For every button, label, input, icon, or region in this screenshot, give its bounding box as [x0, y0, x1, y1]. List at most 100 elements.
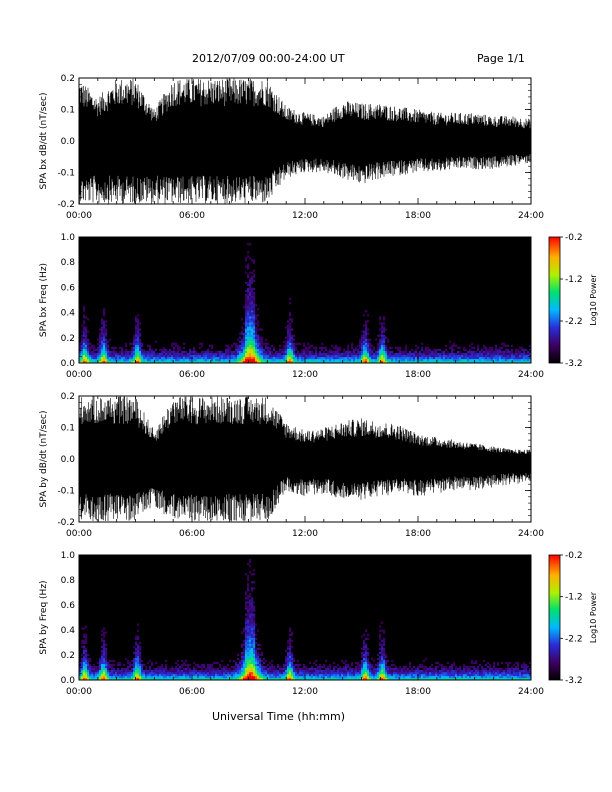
heatmap-cell [253, 334, 256, 337]
heatmap-cell [175, 360, 178, 364]
heatmap-cell [317, 352, 320, 356]
heatmap-cell [99, 657, 102, 661]
heatmap-cell [467, 356, 470, 360]
heatmap-cell [363, 348, 366, 351]
heatmap-cell [257, 322, 260, 325]
heatmap-cell [255, 330, 258, 333]
heatmap-cell [383, 673, 386, 677]
heatmap-cell [245, 306, 248, 309]
heatmap-cell [407, 677, 410, 681]
heatmap-cell [215, 356, 218, 360]
heatmap-cell [497, 663, 500, 667]
heatmap-cell [229, 346, 232, 349]
heatmap-cell [245, 635, 248, 638]
heatmap-cell [133, 344, 136, 347]
heatmap-cell [481, 356, 484, 360]
heatmap-cell [245, 350, 248, 354]
heatmap-cell [529, 348, 532, 351]
heatmap-cell [137, 645, 140, 648]
heatmap-cell [481, 352, 484, 356]
heatmap-cell [249, 332, 252, 335]
heatmap-cell [423, 659, 426, 663]
heatmap-cell [107, 358, 110, 362]
heatmap-cell [371, 667, 374, 671]
heatmap-cell [249, 649, 252, 652]
heatmap-cell [353, 671, 356, 675]
heatmap-cell [523, 671, 526, 675]
heatmap-cell [133, 336, 136, 339]
heatmap-cell [161, 667, 164, 671]
heatmap-cell [167, 669, 170, 673]
heatmap-cell [517, 671, 520, 675]
heatmap-cell [247, 308, 250, 311]
heatmap-cell [195, 677, 198, 681]
heatmap-cell [275, 354, 278, 358]
heatmap-cell [157, 677, 160, 681]
heatmap-cell [317, 671, 320, 675]
heatmap-cell [285, 659, 288, 663]
heatmap-cell [497, 667, 500, 671]
heatmap-cell [379, 633, 382, 636]
heatmap-cell [501, 677, 504, 681]
heatmap-cell [349, 352, 352, 356]
heatmap-cell [447, 673, 450, 677]
heatmap-cell [81, 659, 84, 663]
heatmap-cell [343, 352, 346, 356]
heatmap-cell [285, 649, 288, 652]
heatmap-cell [97, 346, 100, 349]
heatmap-cell [145, 360, 148, 364]
heatmap-cell [465, 360, 468, 364]
heatmap-cell [267, 350, 270, 354]
heatmap-cell [103, 360, 106, 364]
heatmap-cell [381, 324, 384, 327]
heatmap-cell [163, 677, 166, 681]
heatmap-cell [255, 623, 258, 626]
heatmap-cell [289, 338, 292, 341]
heatmap-cell [159, 356, 162, 360]
heatmap-cell [251, 605, 254, 608]
y-tick-label: -0.2 [57, 200, 75, 210]
heatmap-cell [351, 354, 354, 358]
heatmap-cell [395, 354, 398, 358]
heatmap-cell [235, 342, 238, 345]
heatmap-cell [461, 673, 464, 677]
heatmap-cell [289, 302, 292, 305]
heatmap-cell [97, 661, 100, 665]
heatmap-cell [251, 653, 254, 657]
heatmap-cell [243, 659, 246, 663]
heatmap-cell [413, 677, 416, 681]
heatmap-cell [187, 675, 190, 679]
heatmap-cell [209, 356, 212, 360]
heatmap-cell [135, 635, 138, 638]
heatmap-cell [125, 352, 128, 356]
heatmap-cell [345, 663, 348, 667]
heatmap-cell [393, 673, 396, 677]
heatmap-cell [223, 677, 226, 681]
heatmap-cell [403, 669, 406, 673]
heatmap-cell [299, 358, 302, 362]
heatmap-cell [477, 360, 480, 364]
heatmap-cell [495, 348, 498, 351]
heatmap-cell [347, 360, 350, 364]
heatmap-cell [331, 344, 334, 347]
heatmap-cell [345, 673, 348, 677]
heatmap-cell [251, 338, 254, 341]
heatmap-cell [529, 358, 532, 362]
heatmap-cell [407, 356, 410, 360]
heatmap-cell [145, 677, 148, 681]
heatmap-cell [161, 669, 164, 673]
heatmap-cell [487, 360, 490, 364]
heatmap-cell [181, 671, 184, 675]
heatmap-cell [251, 647, 254, 650]
x-tick-label: 18:00 [405, 529, 431, 539]
heatmap-cell [477, 346, 480, 349]
heatmap-cell [285, 348, 288, 351]
heatmap-cell [421, 673, 424, 677]
heatmap-cell [197, 356, 200, 360]
heatmap-cell [249, 358, 252, 362]
heatmap-cell [493, 669, 496, 673]
heatmap-cell [341, 671, 344, 675]
heatmap-cell [365, 338, 368, 341]
heatmap-cell [215, 661, 218, 665]
heatmap-cell [299, 675, 302, 679]
